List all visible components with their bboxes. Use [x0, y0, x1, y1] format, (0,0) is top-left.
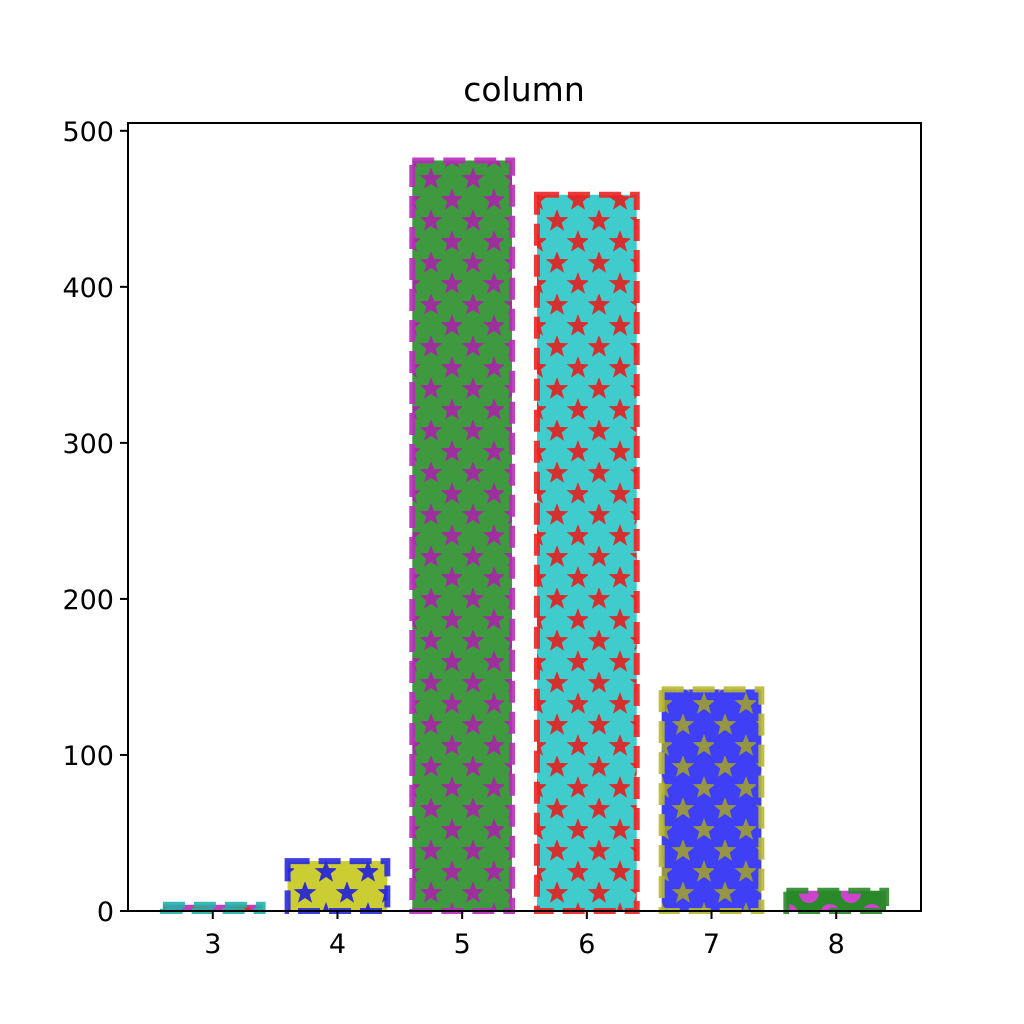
x-tick-label: 8 [828, 929, 845, 960]
bar-7 [658, 686, 765, 914]
y-tick-label: 200 [62, 585, 114, 616]
bar-6 [533, 191, 640, 914]
bar-5 [409, 157, 516, 914]
bar-8 [783, 887, 890, 915]
y-tick-label: 300 [62, 429, 114, 460]
y-tick-label: 0 [97, 897, 114, 928]
x-tick-label: 4 [329, 929, 346, 960]
chart-title: column [463, 70, 584, 109]
bars-group [159, 157, 890, 915]
y-axis: 0 100 200 300 400 500 [62, 117, 128, 928]
x-tick-label: 7 [703, 929, 720, 960]
bar-4 [284, 858, 391, 915]
x-tick-label: 6 [578, 929, 595, 960]
x-tick-label: 3 [204, 929, 221, 960]
y-tick-label: 500 [62, 117, 114, 148]
y-tick-label: 100 [62, 741, 114, 772]
y-tick-label: 400 [62, 273, 114, 304]
x-axis: 3 4 5 6 7 8 [204, 911, 845, 960]
plot-frame [127, 122, 922, 912]
x-tick-label: 5 [454, 929, 471, 960]
